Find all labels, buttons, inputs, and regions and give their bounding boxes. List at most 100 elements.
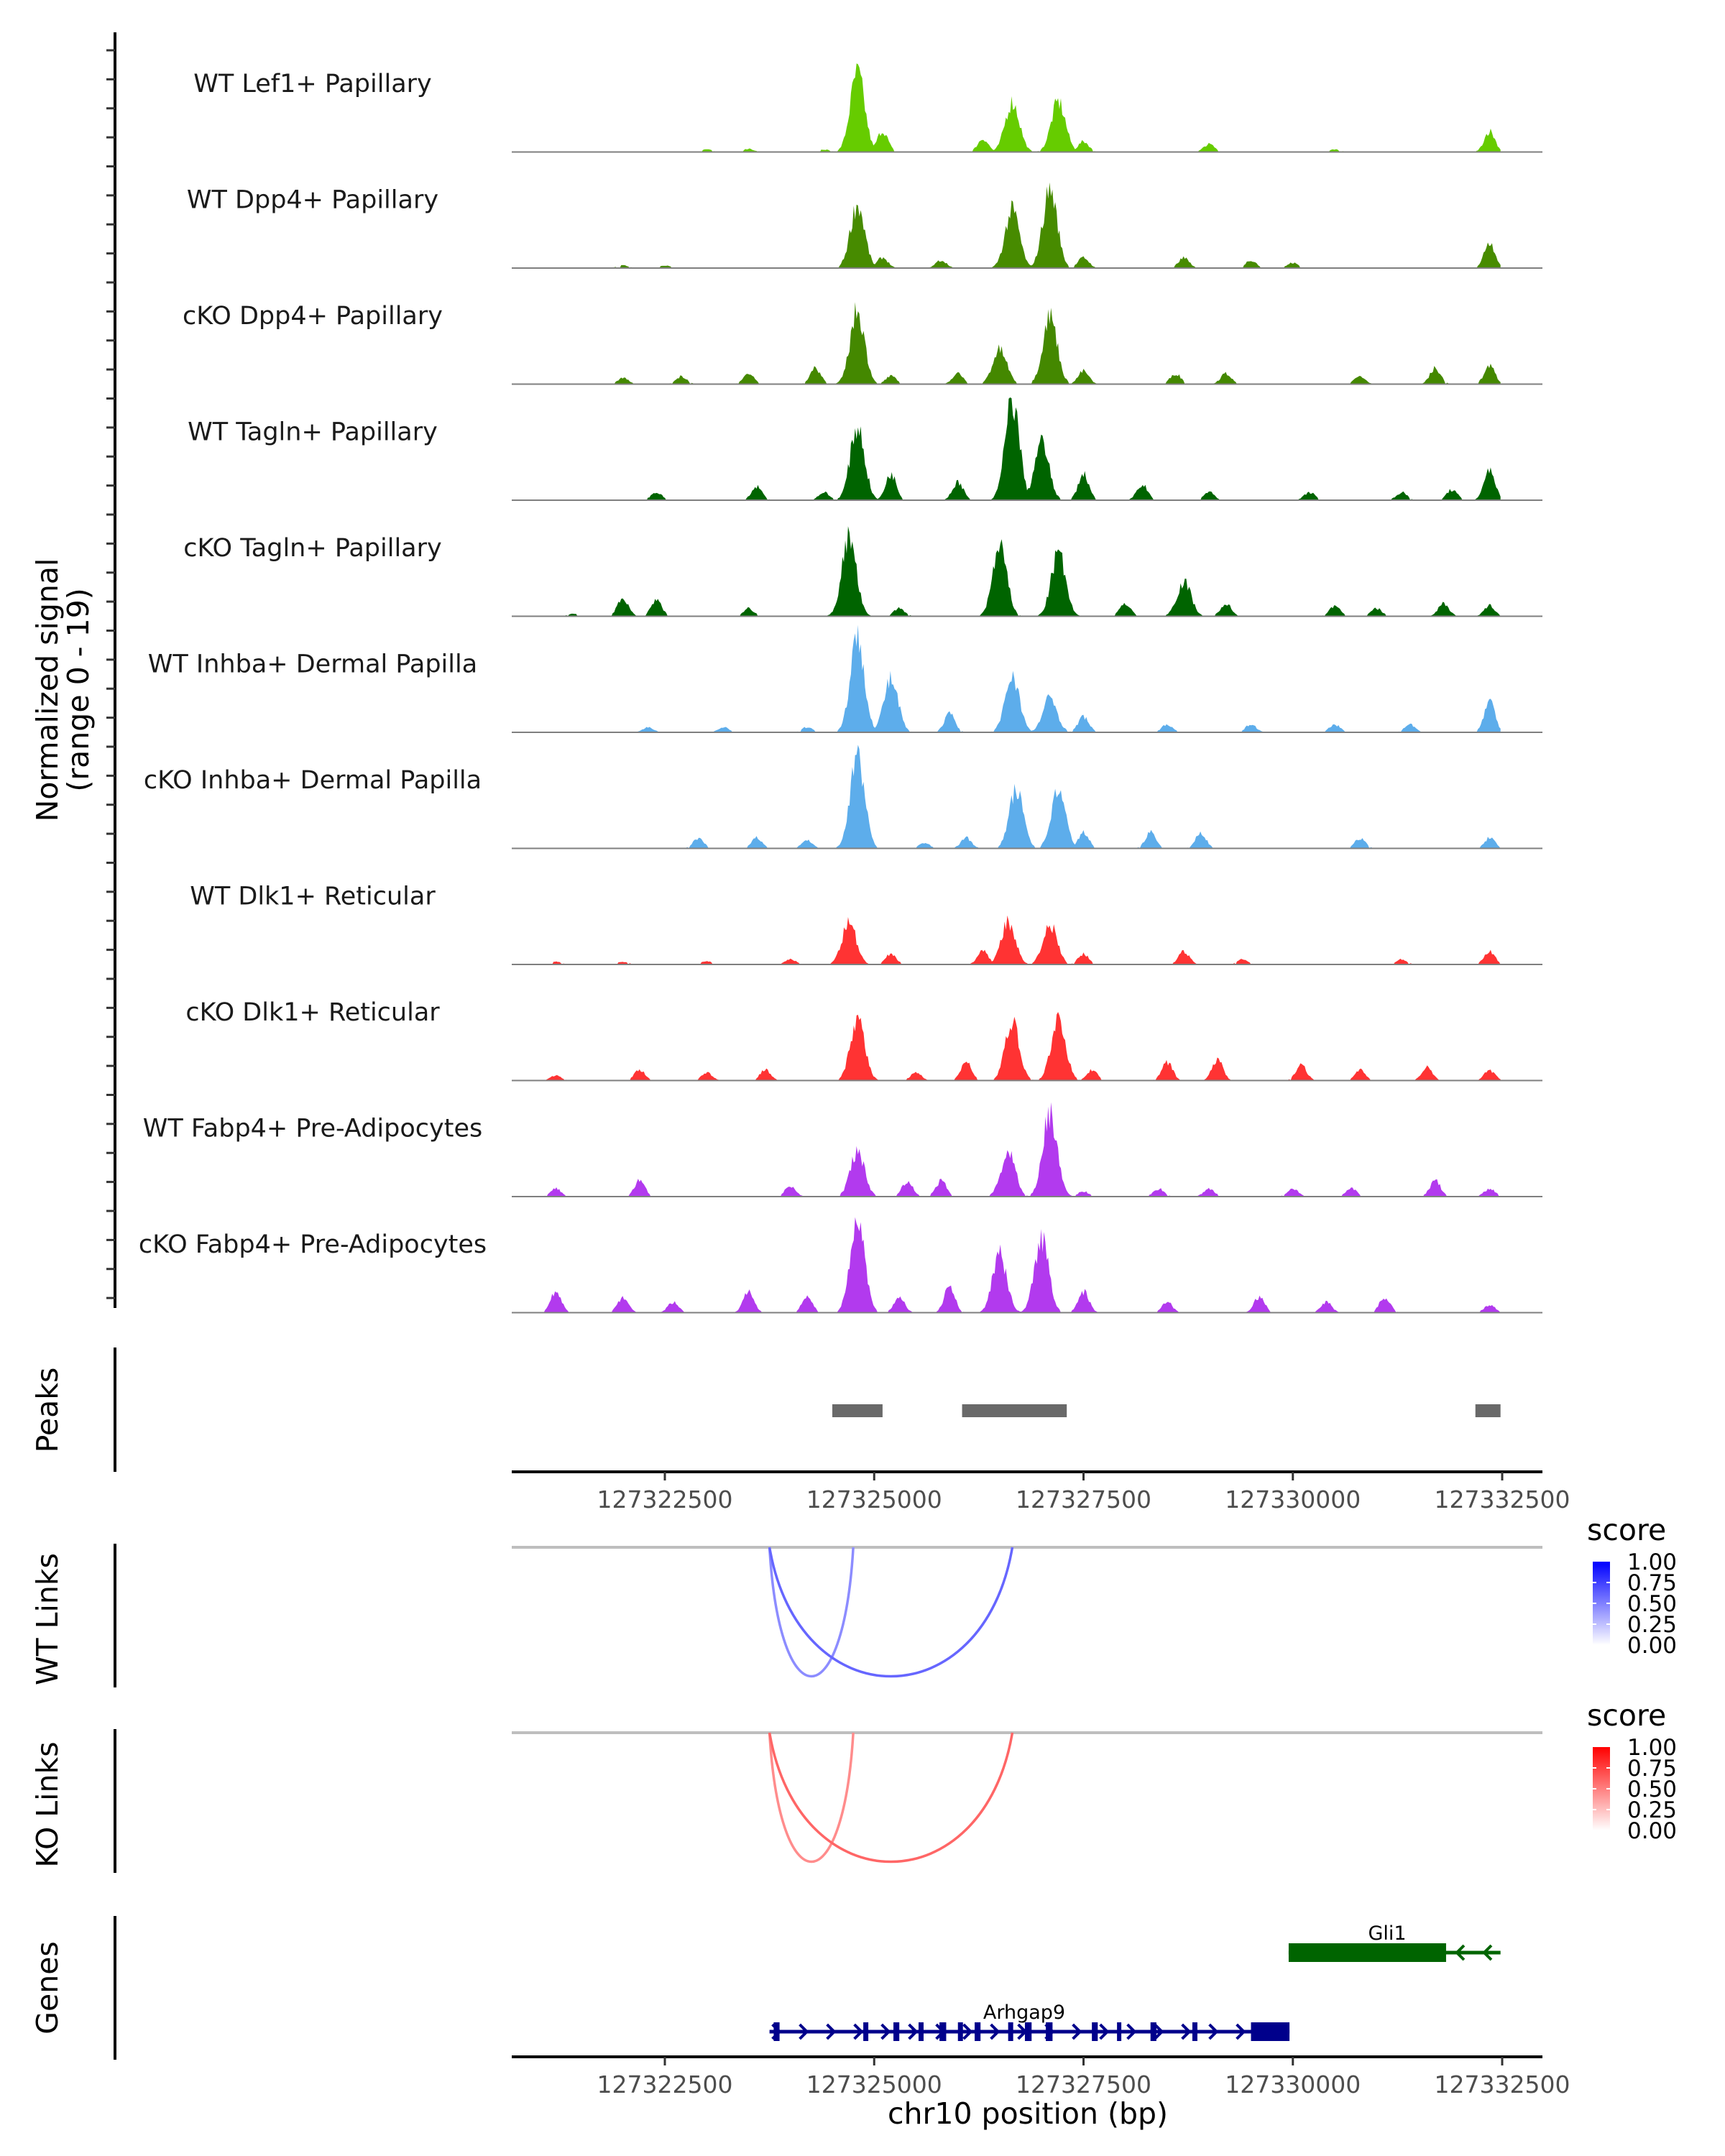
links-track-label: KO Links: [30, 1741, 65, 1867]
gene-gli1: Gli1: [1288, 1922, 1501, 1962]
coverage-track-8: WT Dlk1+ Reticular: [190, 883, 1542, 965]
strand-arrow-icon: [1126, 2023, 1137, 2040]
gene-exon: [773, 2022, 780, 2041]
strand-arrow-icon: [853, 2023, 864, 2040]
gene-name-label: Arhgap9: [983, 2001, 1065, 2024]
coverage-track-9: cKO Dlk1+ Reticular: [185, 998, 1542, 1082]
strand-arrow-icon: [880, 2023, 891, 2040]
x-tick-label: 127322500: [597, 1485, 733, 1514]
gene-exon: [893, 2022, 900, 2041]
legend-tick-label: 1.00: [1627, 1549, 1677, 1575]
strand-arrow-icon: [1482, 1944, 1493, 1961]
coverage-tracks: WT Lef1+ Papillary WT Dpp4+ Papillary cKO …: [139, 63, 1542, 1314]
x-tick-label: 127327500: [1016, 2070, 1151, 2099]
legend-tick-label: 0.00: [1627, 1633, 1677, 1659]
link-arc: [768, 1732, 1014, 1864]
gene-exon: [1150, 2022, 1156, 2041]
legend-tick-label: 0.25: [1627, 1797, 1677, 1823]
x-tick-label: 127330000: [1225, 1485, 1361, 1514]
x-axis-genes: 127322500 127325000 127327500 127330000 1273…: [512, 2055, 1570, 2099]
peak-region: [962, 1404, 1067, 1417]
coverage-area: [514, 63, 1501, 152]
links-track-label: WT Links: [30, 1553, 65, 1685]
coverage-area: [514, 1012, 1501, 1081]
gene-exon: [1046, 2022, 1053, 2041]
coverage-y-axis-title: Normalized signal: [30, 558, 65, 822]
coverage-area: [514, 526, 1501, 617]
coverage-area: [514, 745, 1501, 849]
coverage-track-10: WT Fabp4+ Pre-Adipocytes: [143, 1102, 1542, 1197]
coverage-track-label: WT Inhba+ Dermal Papilla: [148, 650, 477, 679]
gene-exon: [957, 2022, 963, 2041]
link-arc: [768, 1547, 1014, 1678]
link-arc: [768, 1732, 855, 1864]
coverage-track-label: cKO Dlk1+ Reticular: [185, 998, 440, 1027]
coverage-track-label: WT Lef1+ Papillary: [193, 70, 432, 98]
gene-exon: [1192, 2022, 1197, 2041]
coverage-area: [514, 1102, 1501, 1197]
strand-arrow-icon: [1181, 2023, 1192, 2040]
gene-exon: [1288, 1943, 1446, 1962]
coverage-track-label: WT Fabp4+ Pre-Adipocytes: [143, 1115, 482, 1143]
x-tick-label: 127325000: [806, 1485, 942, 1514]
x-tick-label: 127330000: [1225, 2070, 1361, 2099]
coverage-track-3: cKO Dpp4+ Papillary: [183, 302, 1542, 385]
legend-tick-label: 0.25: [1627, 1612, 1677, 1638]
x-tick-label: 127322500: [597, 2070, 733, 2099]
coverage-track-11: cKO Fabp4+ Pre-Adipocytes: [139, 1217, 1542, 1314]
coverage-area: [514, 625, 1501, 732]
x-tick-label: 127332500: [1435, 1485, 1570, 1514]
gene-name-label: Gli1: [1368, 1922, 1406, 1945]
coverage-area: [514, 397, 1501, 500]
x-tick-label: 127327500: [1016, 1485, 1151, 1514]
legend-tick-label: 0.00: [1627, 1818, 1677, 1844]
x-axis-title: chr10 position (bp): [888, 2096, 1168, 2131]
x-axis-peaks: 127322500 127325000 127327500 127330000 1273…: [512, 1470, 1570, 1514]
strand-arrow-icon: [1154, 2023, 1164, 2040]
peak-region: [1475, 1404, 1501, 1417]
strand-arrow-icon: [1099, 2023, 1110, 2040]
coverage-area: [514, 1217, 1501, 1313]
legend-title: score: [1587, 1513, 1666, 1547]
genes-track: Gli1 Arhgap9: [769, 1922, 1501, 2041]
legend-tick-label: 1.00: [1627, 1735, 1677, 1761]
gene-exon: [863, 2022, 869, 2041]
coverage-area: [514, 182, 1501, 268]
legend-tick-label: 0.50: [1627, 1591, 1677, 1617]
coverage-y-axis: [106, 32, 116, 1308]
x-tick-label: 127325000: [806, 2070, 942, 2099]
coverage-track-7: cKO Inhba+ Dermal Papilla: [144, 745, 1542, 849]
peaks-track-label: Peaks: [30, 1368, 65, 1453]
coverage-y-axis-range: (range 0 - 19): [61, 588, 96, 791]
strand-arrow-icon: [1208, 2023, 1219, 2040]
coverage-track-label: WT Dpp4+ Papillary: [187, 186, 438, 215]
coverage-area: [514, 915, 1501, 964]
gene-exon: [1117, 2022, 1122, 2041]
coverage-track-label: cKO Fabp4+ Pre-Adipocytes: [139, 1230, 487, 1259]
peaks-track: [832, 1404, 1501, 1417]
coverage-track-label: WT Tagln+ Papillary: [188, 418, 438, 447]
gene-exon: [1024, 2022, 1032, 2041]
strand-arrow-icon: [990, 2023, 1000, 2040]
gene-exon: [918, 2022, 924, 2041]
strand-arrow-icon: [799, 2023, 809, 2040]
strand-arrow-icon: [826, 2023, 837, 2040]
coverage-track-2: WT Dpp4+ Papillary: [187, 182, 1542, 269]
legend-tick-label: 0.75: [1627, 1756, 1677, 1782]
gene-exon: [975, 2022, 981, 2041]
gene-exon: [1008, 2022, 1013, 2041]
strand-arrow-icon: [962, 2023, 973, 2040]
coverage-track-1: WT Lef1+ Papillary: [193, 63, 1542, 153]
peak-region: [832, 1404, 883, 1417]
legend-tick-label: 0.75: [1627, 1570, 1677, 1596]
coverage-area: [514, 302, 1501, 384]
gene-arhgap9: Arhgap9: [769, 2001, 1290, 2041]
x-tick-label: 127332500: [1435, 2070, 1570, 2099]
legend-tick-label: 0.50: [1627, 1777, 1677, 1802]
gene-exon: [939, 2022, 947, 2041]
strand-arrow-icon: [1236, 2023, 1246, 2040]
